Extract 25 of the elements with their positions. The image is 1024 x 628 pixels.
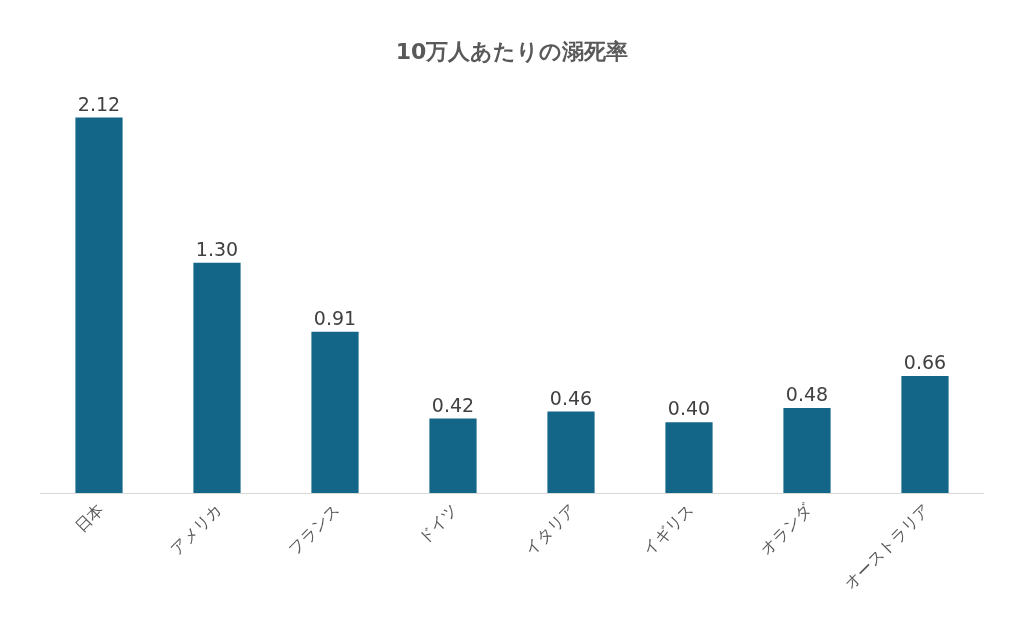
data-label: 0.66 — [903, 351, 947, 374]
bar — [547, 411, 595, 493]
x-tick-label: ドイツ — [414, 500, 462, 548]
x-tick-label: オランダ — [756, 499, 817, 559]
bar — [783, 407, 831, 493]
data-label: 1.30 — [195, 237, 239, 260]
bar — [901, 376, 949, 493]
bar — [429, 418, 477, 493]
data-label: 0.91 — [313, 306, 357, 329]
bar — [75, 117, 123, 493]
data-label: 0.40 — [667, 397, 711, 420]
data-label: 0.48 — [785, 382, 829, 405]
bar — [311, 331, 359, 493]
x-tick-label: フランス — [284, 500, 344, 559]
x-tick-label: オーストラリア — [840, 500, 934, 593]
x-tick-label: イタリア — [520, 500, 580, 559]
bar — [665, 422, 713, 493]
data-label: 2.12 — [77, 92, 121, 115]
x-tick-label: アメリカ — [166, 500, 226, 559]
chart-title: 10万人あたりの溺死率 — [395, 39, 629, 65]
bar — [193, 262, 241, 493]
x-tick-label: イギリス — [638, 500, 698, 559]
x-tick-label: 日本 — [71, 500, 108, 537]
data-label: 0.42 — [431, 393, 475, 416]
data-label: 0.46 — [549, 386, 593, 409]
